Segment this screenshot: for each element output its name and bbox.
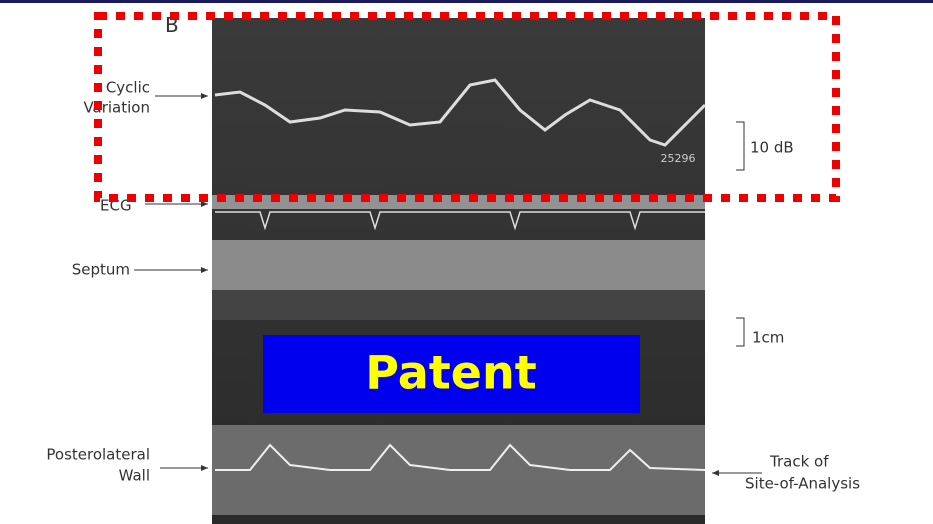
image-code: 25296 xyxy=(661,152,696,165)
scale-label: 1cm xyxy=(752,329,784,347)
label: ECG xyxy=(100,197,132,215)
label: Posterolateral xyxy=(46,446,150,464)
label: Track of xyxy=(769,453,829,471)
echo-image xyxy=(212,18,707,524)
stamp-box xyxy=(263,335,640,413)
stamp-text: Patent xyxy=(365,346,536,400)
label: Cyclic xyxy=(106,79,150,97)
label: Septum xyxy=(72,261,130,279)
highlight-box xyxy=(94,12,840,202)
scale-bracket xyxy=(736,317,745,347)
label: Variation xyxy=(83,99,150,117)
label: Site-of-Analysis xyxy=(745,475,860,493)
top-bar xyxy=(0,0,933,3)
label: Wall xyxy=(119,467,150,485)
scale-bracket xyxy=(736,121,745,171)
scale-label: 10 dB xyxy=(750,139,794,157)
